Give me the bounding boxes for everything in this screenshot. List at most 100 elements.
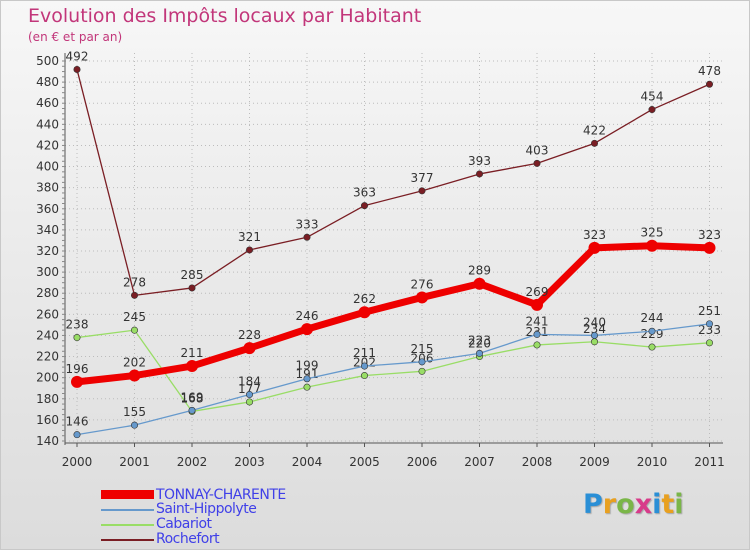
data-label: 492 — [66, 49, 89, 63]
data-label: 325 — [641, 226, 664, 240]
data-point — [246, 246, 254, 254]
data-label: 245 — [123, 310, 146, 324]
y-tick-label: 380 — [36, 181, 59, 195]
proxiti-logo: Proxiti — [583, 489, 684, 520]
data-point — [188, 406, 196, 414]
x-tick-label: 2000 — [62, 455, 93, 469]
data-label: 233 — [698, 323, 721, 337]
data-label: 323 — [583, 228, 606, 242]
y-tick-label: 300 — [36, 265, 59, 279]
data-point — [705, 320, 713, 328]
y-tick-label: 240 — [36, 328, 59, 342]
data-point — [533, 330, 541, 338]
data-label: 363 — [353, 186, 376, 200]
data-label: 323 — [698, 228, 721, 242]
data-point — [303, 375, 311, 383]
y-tick-label: 360 — [36, 202, 59, 216]
data-label: 321 — [238, 230, 261, 244]
data-point — [646, 239, 658, 252]
data-label: 278 — [123, 275, 146, 289]
data-point — [475, 170, 483, 178]
data-point — [360, 362, 368, 370]
data-label: 276 — [411, 277, 434, 291]
data-point — [360, 372, 368, 380]
data-point — [418, 367, 426, 375]
data-point — [246, 398, 254, 406]
data-point — [590, 338, 598, 346]
x-tick-label: 2007 — [464, 455, 495, 469]
legend-swatch — [101, 490, 154, 499]
x-tick-label: 2010 — [637, 455, 668, 469]
data-label: 196 — [66, 362, 89, 376]
data-point — [648, 327, 656, 335]
data-point — [303, 383, 311, 391]
data-point — [705, 80, 713, 88]
data-label: 478 — [698, 64, 721, 78]
data-point — [590, 331, 598, 339]
data-point — [243, 342, 256, 355]
data-point — [705, 339, 713, 347]
data-point — [131, 421, 139, 429]
data-label: 228 — [238, 328, 261, 342]
series-line — [73, 242, 713, 386]
data-point — [588, 241, 601, 254]
data-point — [703, 241, 716, 254]
y-tick-label: 340 — [36, 223, 59, 237]
y-tick-label: 400 — [36, 160, 59, 174]
x-tick-label: 2003 — [234, 455, 265, 469]
chart-subtitle: (en € et par an) — [28, 30, 123, 44]
data-label: 240 — [583, 315, 606, 329]
data-label: 211 — [353, 346, 376, 360]
x-tick-label: 2005 — [349, 455, 380, 469]
data-label: 422 — [583, 123, 606, 137]
data-label: 215 — [411, 342, 434, 356]
data-label: 238 — [66, 318, 89, 332]
data-label: 184 — [238, 375, 261, 389]
data-label: 155 — [123, 405, 146, 419]
data-point — [73, 334, 81, 342]
data-point — [531, 298, 543, 311]
data-point — [131, 291, 139, 299]
y-tick-label: 220 — [36, 350, 59, 364]
data-point — [131, 326, 139, 334]
series-line — [76, 68, 711, 296]
legend-label: TONNAY-CHARENTE — [156, 487, 286, 503]
series-line — [76, 323, 711, 436]
data-label: 269 — [526, 285, 549, 299]
y-tick-label: 420 — [36, 138, 59, 152]
legend-label: Cabariot — [156, 516, 212, 532]
data-point — [418, 187, 426, 195]
data-label: 146 — [66, 415, 89, 429]
data-point — [73, 431, 81, 439]
data-label: 211 — [181, 346, 204, 360]
x-tick-label: 2008 — [522, 455, 553, 469]
data-label: 262 — [353, 292, 376, 306]
legend-label: Saint-Hippolyte — [156, 501, 257, 517]
chart-title: Evolution des Impôts locaux par Habitant — [28, 5, 422, 27]
legend-swatch — [101, 509, 154, 511]
data-point — [188, 284, 196, 292]
legend-swatch — [101, 524, 154, 526]
data-label: 285 — [181, 268, 204, 282]
data-point — [301, 323, 313, 336]
x-tick-label: 2004 — [292, 455, 323, 469]
data-point — [418, 358, 426, 366]
data-label: 246 — [296, 309, 319, 323]
y-tick-label: 500 — [36, 54, 59, 68]
x-tick-label: 2002 — [177, 455, 208, 469]
x-tick-label: 2009 — [579, 455, 610, 469]
y-tick-label: 160 — [36, 413, 59, 427]
data-point — [533, 159, 541, 167]
data-label: 223 — [468, 333, 491, 347]
data-point — [360, 202, 368, 210]
data-point — [128, 369, 141, 382]
y-tick-label: 260 — [36, 307, 59, 321]
legend-label: Rochefort — [156, 531, 220, 547]
data-label: 403 — [526, 143, 549, 157]
data-label: 169 — [181, 390, 204, 404]
y-tick-label: 320 — [36, 244, 59, 258]
y-tick-label: 440 — [36, 117, 59, 131]
data-label: 241 — [526, 314, 549, 328]
